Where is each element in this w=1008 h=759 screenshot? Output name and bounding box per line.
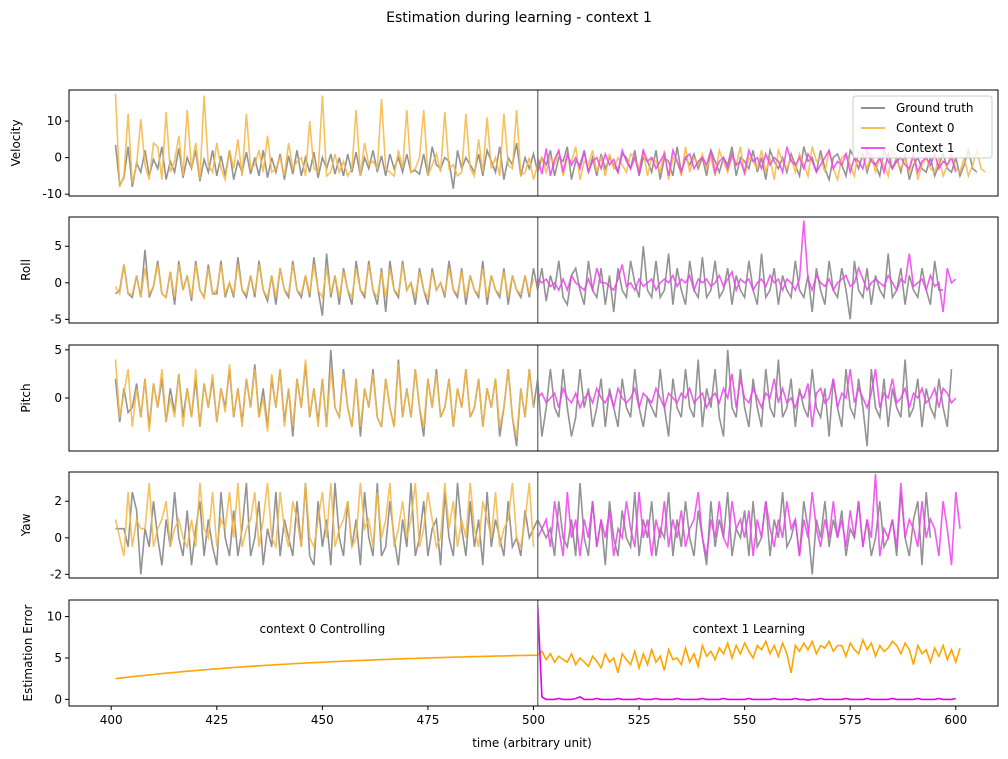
x-tick-label: 550 (733, 713, 756, 727)
panel-2: 0 5 Pitch (19, 343, 999, 452)
series-line-ground_truth (114, 142, 978, 189)
series-line-context1 (537, 220, 957, 313)
y-tick-label: 10 (47, 610, 62, 624)
panel-4: 0 5 10 Estimation Error 400 425 450 475 500 525 55… (21, 599, 999, 727)
x-tick-label: 600 (944, 713, 967, 727)
series-line-context1 (536, 146, 957, 177)
series-line-context1 (537, 368, 957, 427)
axes-frame (68, 89, 999, 197)
series-line-error_context1 (536, 604, 956, 702)
legend-label-context0: Context 0 (896, 121, 954, 135)
x-tick-label: 400 (100, 713, 123, 727)
y-tick-label: 0 (54, 151, 62, 165)
y-tick-label: -5 (50, 312, 62, 326)
y-tick-label: 0 (54, 692, 62, 706)
legend-label-ground_truth: Ground truth (896, 101, 974, 115)
series-line-context0 (114, 482, 535, 557)
axes-frame (68, 344, 999, 452)
y-tick-label: 5 (54, 343, 62, 357)
x-tick-label: 450 (311, 713, 334, 727)
y-axis-label: Roll (19, 259, 33, 281)
series-line-context0 (114, 93, 986, 188)
y-axis-label: Pitch (19, 383, 33, 412)
axes-frame (68, 471, 999, 579)
y-tick-label: 5 (54, 651, 62, 665)
series-line-context0 (114, 359, 535, 437)
y-tick-label: -2 (50, 567, 62, 581)
x-tick-label: 425 (205, 713, 228, 727)
panels: -10 0 10 Velocity Ground truth Context 0 Conte… (9, 89, 999, 727)
y-tick-label: 0 (54, 531, 62, 545)
legend-box (852, 95, 993, 159)
chart-title: Estimation during learning - context 1 (386, 10, 652, 26)
series-line-context1 (536, 473, 961, 566)
y-axis-label: Yaw (19, 513, 33, 537)
panel-0: -10 0 10 Velocity Ground truth Context 0 Conte… (9, 89, 999, 201)
y-tick-label: 5 (54, 239, 62, 253)
series-line-context0 (114, 264, 535, 300)
y-axis-label: Estimation Error (21, 604, 35, 701)
panel-3: -2 0 2 Yaw (19, 471, 999, 581)
y-axis-label: Velocity (9, 119, 23, 166)
axes-frame (68, 216, 999, 324)
y-tick-label: 0 (54, 276, 62, 290)
x-tick-label: 525 (628, 713, 651, 727)
y-tick-label: -10 (42, 187, 62, 201)
annotation: context 1 Learning (693, 622, 806, 636)
series-line-ground_truth (114, 246, 944, 320)
x-tick-label: 575 (839, 713, 862, 727)
annotation: context 0 Controlling (259, 622, 385, 636)
y-tick-label: 2 (54, 494, 62, 508)
x-tick-label: 500 (522, 713, 545, 727)
x-tick-label: 475 (416, 713, 439, 727)
legend: Ground truth Context 0 Context 1 (852, 95, 993, 159)
y-tick-label: 0 (54, 391, 62, 405)
series-line-ground_truth (114, 349, 953, 447)
panel-1: -5 0 5 Roll (19, 216, 999, 326)
x-axis-label: time (arbitrary unit) (472, 736, 592, 750)
legend-label-context1: Context 1 (896, 141, 954, 155)
y-tick-label: 10 (47, 114, 62, 128)
